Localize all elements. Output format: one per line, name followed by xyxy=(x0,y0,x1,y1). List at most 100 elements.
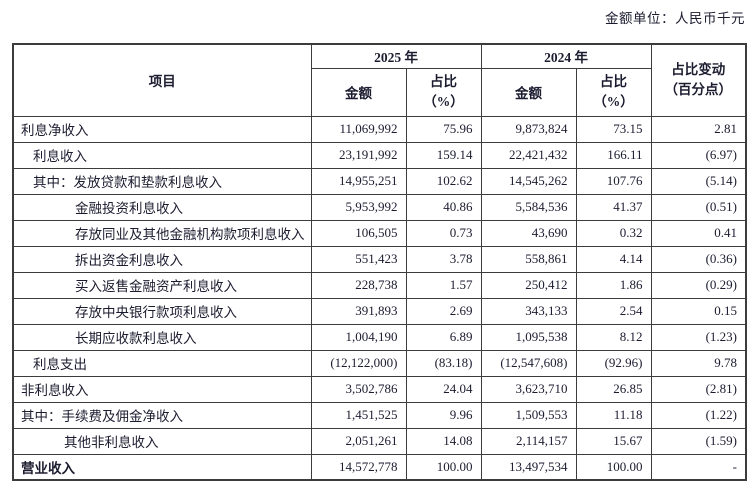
col-header-share-change: 占比变动 （百分点） xyxy=(650,43,747,117)
amount-2024-cell: 2,114,157 xyxy=(480,427,577,455)
row-label: 拆出资金利息收入 xyxy=(12,245,312,273)
amount-2024-cell: 5,584,536 xyxy=(480,193,577,221)
table-row: 存放中央银行款项利息收入 391,893 2.69 343,133 2.54 0.15 xyxy=(12,297,747,325)
amount-2025-cell: 1,004,190 xyxy=(310,323,407,351)
share-change-cell: 2.81 xyxy=(650,115,747,143)
share-2024-cell: 73.15 xyxy=(575,115,652,143)
share-change-line1: 占比变动 xyxy=(671,62,726,78)
share-2025-cell: 9.96 xyxy=(405,401,482,429)
table-row: 其中：发放贷款和垫款利息收入 14,955,251 102.62 14,545,262… xyxy=(12,167,747,195)
amount-2024-cell: 14,545,262 xyxy=(480,167,577,195)
share-change-cell: 0.41 xyxy=(650,219,747,247)
table-body: 利息净收入 11,069,992 75.96 9,873,824 73.15 2.81 利息… xyxy=(12,115,747,481)
share-change-cell: (0.51) xyxy=(650,193,747,221)
amount-2025-cell: (12,122,000) xyxy=(310,349,407,377)
row-label: 利息支出 xyxy=(12,349,312,377)
share-2025-cell: 40.86 xyxy=(405,193,482,221)
share-2025-cell: 0.73 xyxy=(405,219,482,247)
amount-2024-cell: 9,873,824 xyxy=(480,115,577,143)
amount-2024-cell: 3,623,710 xyxy=(480,375,577,403)
share-line1: 占比 xyxy=(600,74,627,89)
share-2025-cell: (83.18) xyxy=(405,349,482,377)
amount-2025-cell: 106,505 xyxy=(310,219,407,247)
share-line2: （%） xyxy=(423,94,464,109)
amount-2025-cell: 228,738 xyxy=(310,271,407,299)
share-2024-cell: 15.67 xyxy=(575,427,652,455)
amount-2025-cell: 5,953,992 xyxy=(310,193,407,221)
row-label: 金融投资利息收入 xyxy=(12,193,312,221)
row-label: 营业收入 xyxy=(12,453,312,481)
amount-2025-cell: 23,191,992 xyxy=(310,141,407,169)
share-2025-cell: 2.69 xyxy=(405,297,482,325)
amount-2024-cell: 1,509,553 xyxy=(480,401,577,429)
col-header-year-2024: 2024 年 xyxy=(480,43,652,69)
col-header-amount-2024: 金额 xyxy=(480,67,577,117)
share-2025-cell: 24.04 xyxy=(405,375,482,403)
share-change-cell: (6.97) xyxy=(650,141,747,169)
share-2024-cell: 26.85 xyxy=(575,375,652,403)
share-2025-cell: 100.00 xyxy=(405,453,482,481)
share-2025-cell: 102.62 xyxy=(405,167,482,195)
amount-2025-cell: 3,502,786 xyxy=(310,375,407,403)
share-change-cell: (2.81) xyxy=(650,375,747,403)
col-header-share-2024: 占比 （%） xyxy=(575,67,652,117)
share-change-cell: 0.15 xyxy=(650,297,747,325)
col-header-item: 项目 xyxy=(12,43,312,117)
share-change-cell: (1.59) xyxy=(650,427,747,455)
row-label: 其中：手续费及佣金净收入 xyxy=(12,401,312,429)
share-2025-cell: 159.14 xyxy=(405,141,482,169)
table-row: 金融投资利息收入 5,953,992 40.86 5,584,536 41.37 (0.5… xyxy=(12,193,747,221)
share-2024-cell: 2.54 xyxy=(575,297,652,325)
share-line2: （%） xyxy=(593,94,634,109)
amount-2025-cell: 391,893 xyxy=(310,297,407,325)
table-row: 营业收入 14,572,778 100.00 13,497,534 100.00- xyxy=(12,453,747,481)
share-2025-cell: 14.08 xyxy=(405,427,482,455)
table-row: 拆出资金利息收入 551,423 3.78 558,861 4.14 (0.36) xyxy=(12,245,747,273)
table-row: 非利息收入 3,502,786 24.04 3,623,710 26.85 (2.81) xyxy=(12,375,747,403)
amount-2024-cell: 558,861 xyxy=(480,245,577,273)
table-row: 存放同业及其他金融机构款项利息收入 106,505 0.73 43,690 0.32 0.… xyxy=(12,219,747,247)
amount-2025-cell: 2,051,261 xyxy=(310,427,407,455)
share-2024-cell: 8.12 xyxy=(575,323,652,351)
row-label: 非利息收入 xyxy=(12,375,312,403)
share-2024-cell: 0.32 xyxy=(575,219,652,247)
amount-2024-cell: 22,421,432 xyxy=(480,141,577,169)
share-2025-cell: 75.96 xyxy=(405,115,482,143)
table-row: 其中：手续费及佣金净收入 1,451,525 9.96 1,509,553 11.18(… xyxy=(12,401,747,429)
table-row: 长期应收款利息收入 1,004,190 6.89 1,095,538 8.12 (1.23… xyxy=(12,323,747,351)
share-2024-cell: 11.18 xyxy=(575,401,652,429)
amount-2025-cell: 14,572,778 xyxy=(310,453,407,481)
share-change-line2: （百分点） xyxy=(664,82,733,98)
share-change-cell: - xyxy=(650,453,747,481)
share-2024-cell: (92.96) xyxy=(575,349,652,377)
table-row: 利息收入 23,191,992 159.14 22,421,432 166.11 (6.9… xyxy=(12,141,747,169)
row-label: 其他非利息收入 xyxy=(12,427,312,455)
share-2024-cell: 1.86 xyxy=(575,271,652,299)
amount-2024-cell: 343,133 xyxy=(480,297,577,325)
share-change-cell: 9.78 xyxy=(650,349,747,377)
row-label: 长期应收款利息收入 xyxy=(12,323,312,351)
amount-2024-cell: 43,690 xyxy=(480,219,577,247)
share-2024-cell: 100.00 xyxy=(575,453,652,481)
amount-2024-cell: 250,412 xyxy=(480,271,577,299)
amount-2025-cell: 1,451,525 xyxy=(310,401,407,429)
share-2025-cell: 3.78 xyxy=(405,245,482,273)
row-label: 利息净收入 xyxy=(12,115,312,143)
unit-note: 金额单位：人民币千元 xyxy=(605,11,745,26)
share-2024-cell: 41.37 xyxy=(575,193,652,221)
amount-2025-cell: 11,069,992 xyxy=(310,115,407,143)
share-change-cell: (1.23) xyxy=(650,323,747,351)
col-header-share-2025: 占比 （%） xyxy=(405,67,482,117)
row-label: 存放同业及其他金融机构款项利息收入 xyxy=(12,219,312,247)
row-label: 存放中央银行款项利息收入 xyxy=(12,297,312,325)
table-header: 项目 2025 年 2024 年 占比变动 （百分点） 金额 占比 （%） 金额… xyxy=(12,43,747,117)
table-row: 利息支出 (12,122,000) (83.18) (12,547,608) (92.9… xyxy=(12,349,747,377)
row-label: 其中：发放贷款和垫款利息收入 xyxy=(12,167,312,195)
amount-2025-cell: 551,423 xyxy=(310,245,407,273)
amount-2024-cell: 13,497,534 xyxy=(480,453,577,481)
amount-2025-cell: 14,955,251 xyxy=(310,167,407,195)
income-breakdown-table: 项目 2025 年 2024 年 占比变动 （百分点） 金额 占比 （%） 金额… xyxy=(12,43,747,481)
amount-2024-cell: (12,547,608) xyxy=(480,349,577,377)
share-2024-cell: 4.14 xyxy=(575,245,652,273)
table-row: 利息净收入 11,069,992 75.96 9,873,824 73.15 2.81 xyxy=(12,115,747,143)
